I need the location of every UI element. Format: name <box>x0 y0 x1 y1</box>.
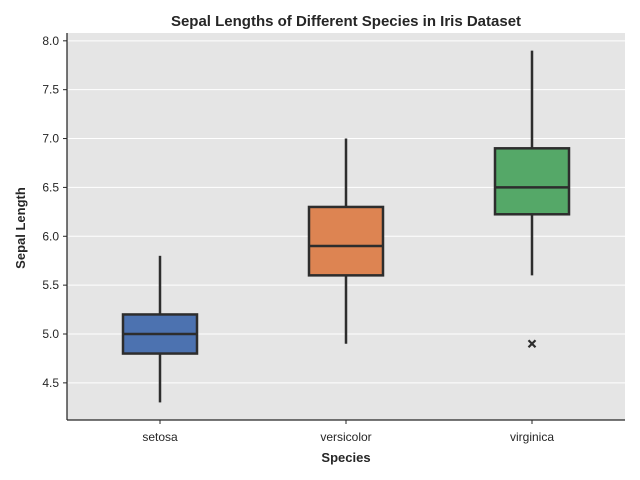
chart-title: Sepal Lengths of Different Species in Ir… <box>171 13 521 30</box>
y-tick-label: 7.0 <box>42 132 59 146</box>
x-tick-label: virginica <box>510 430 554 444</box>
y-tick-label: 6.0 <box>42 229 59 243</box>
y-tick-label: 8.0 <box>42 34 59 48</box>
x-tick-label: setosa <box>142 430 178 444</box>
y-axis-title: Sepal Length <box>13 187 28 269</box>
box-versicolor <box>307 138 385 344</box>
x-axis-title: Species <box>321 450 370 465</box>
x-axis-ticks: setosa versicolor virginica <box>142 420 554 444</box>
y-tick-label: 6.5 <box>42 180 59 194</box>
box-virginica <box>493 50 571 349</box>
box-series <box>121 50 571 403</box>
y-tick-label: 5.5 <box>42 278 59 292</box>
y-tick-label: 5.0 <box>42 327 59 341</box>
outlier-marker <box>527 339 537 349</box>
box-setosa <box>121 255 199 403</box>
iqr-box <box>307 205 385 277</box>
iqr-box <box>493 147 571 216</box>
x-tick-label: versicolor <box>320 430 371 444</box>
y-tick-label: 7.5 <box>42 83 59 97</box>
y-axis-ticks: 4.5 5.0 5.5 6.0 6.5 7.0 7.5 8.0 <box>42 34 67 390</box>
y-tick-label: 4.5 <box>42 376 59 390</box>
